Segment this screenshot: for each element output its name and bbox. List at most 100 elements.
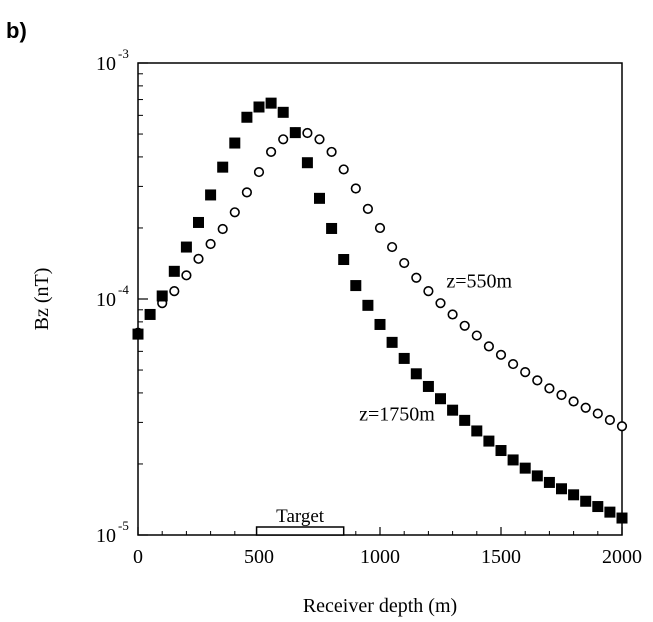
x-tick-label: 0 bbox=[133, 546, 143, 568]
x-tick-label: 1000 bbox=[360, 546, 400, 568]
data-point-square bbox=[556, 483, 567, 495]
data-point-square bbox=[592, 501, 604, 513]
data-point-circle bbox=[592, 408, 603, 419]
data-point-circle bbox=[314, 134, 325, 145]
data-point-circle bbox=[338, 164, 349, 175]
data-point-circle bbox=[483, 341, 495, 352]
x-tick-label: 500 bbox=[244, 546, 274, 568]
x-axis: 0 500 1000 1500 2000 bbox=[133, 527, 642, 568]
data-point-square bbox=[301, 157, 313, 169]
data-point-square bbox=[568, 489, 580, 501]
data-point-circle bbox=[471, 330, 482, 341]
data-point-circle bbox=[556, 389, 567, 401]
data-point-circle bbox=[544, 383, 555, 394]
data-point-square bbox=[447, 404, 459, 416]
y-axis: 10-510-410-3 bbox=[96, 46, 148, 547]
data-point-circle bbox=[532, 375, 543, 386]
data-point-square bbox=[531, 470, 543, 482]
data-point-square bbox=[580, 495, 592, 507]
panel-label: b) bbox=[6, 18, 27, 43]
series-label: z=1750m bbox=[359, 404, 435, 426]
data-point-square bbox=[193, 216, 204, 228]
data-point-circle bbox=[520, 367, 531, 378]
data-point-circle bbox=[604, 414, 616, 426]
data-point-square bbox=[241, 111, 253, 123]
series-label: z=550m bbox=[446, 270, 512, 292]
data-point-circle bbox=[278, 134, 289, 145]
data-point-square bbox=[338, 254, 350, 266]
data-point-square bbox=[386, 336, 398, 348]
data-point-circle bbox=[374, 222, 386, 234]
data-point-square bbox=[314, 192, 325, 204]
y-tick-base: 10 bbox=[96, 289, 116, 311]
data-point-circle bbox=[495, 349, 507, 360]
data-point-circle bbox=[181, 270, 192, 281]
data-point-square bbox=[362, 299, 374, 311]
data-point-circle bbox=[616, 421, 628, 432]
data-point-circle bbox=[350, 183, 361, 194]
target-box bbox=[255, 526, 345, 536]
y-tick-exponent: -4 bbox=[118, 282, 129, 297]
data-point-square bbox=[350, 280, 362, 292]
data-point-circle bbox=[423, 286, 434, 297]
data-point-square bbox=[156, 290, 168, 302]
data-point-circle bbox=[229, 207, 240, 218]
x-tick-label: 1500 bbox=[481, 546, 521, 568]
data-point-circle bbox=[435, 298, 446, 309]
data-point-circle bbox=[205, 238, 216, 250]
data-point-square bbox=[410, 368, 422, 380]
target-annotation: Target bbox=[255, 506, 345, 536]
data-point-square bbox=[180, 241, 192, 253]
data-point-circle bbox=[568, 396, 579, 407]
data-point-circle bbox=[447, 309, 458, 320]
data-point-square bbox=[435, 393, 446, 405]
y-tick-base: 10 bbox=[96, 53, 116, 75]
data-point-square bbox=[507, 454, 519, 466]
y-tick-exponent: -3 bbox=[118, 46, 129, 61]
data-point-square bbox=[398, 352, 410, 364]
x-axis-title: Receiver depth (m) bbox=[303, 595, 457, 617]
target-label: Target bbox=[276, 506, 325, 527]
data-point-square bbox=[616, 512, 628, 524]
data-point-circle bbox=[326, 146, 337, 158]
data-point-circle bbox=[507, 358, 519, 370]
series-1: z=1750m bbox=[132, 97, 628, 524]
data-point-circle bbox=[580, 402, 591, 413]
data-point-square bbox=[483, 435, 495, 447]
data-point-circle bbox=[241, 187, 252, 198]
data-point-circle bbox=[253, 166, 265, 178]
data-point-square bbox=[277, 106, 289, 118]
data-point-circle bbox=[411, 272, 422, 283]
data-point-circle bbox=[362, 203, 374, 214]
data-point-square bbox=[422, 380, 434, 392]
data-point-square bbox=[543, 476, 555, 488]
data-point-square bbox=[168, 265, 180, 277]
data-point-circle bbox=[399, 257, 410, 269]
data-point-square bbox=[132, 328, 144, 340]
data-point-circle bbox=[193, 253, 204, 264]
data-point-circle bbox=[387, 241, 398, 253]
data-point-square bbox=[217, 161, 229, 173]
series-0: z=550m bbox=[132, 127, 628, 432]
data-point-square bbox=[459, 414, 471, 426]
data-point-circle bbox=[169, 286, 180, 297]
data-point-square bbox=[144, 308, 156, 320]
x-tick-label: 2000 bbox=[602, 546, 642, 568]
y-tick-exponent: -5 bbox=[118, 518, 129, 533]
data-point-square bbox=[471, 425, 483, 437]
data-point-square bbox=[519, 462, 531, 474]
data-point-square bbox=[205, 189, 217, 201]
data-point-circle bbox=[217, 223, 228, 235]
data-point-square bbox=[604, 506, 616, 518]
plot-frame bbox=[137, 62, 623, 536]
data-point-square bbox=[326, 222, 338, 234]
data-point-square bbox=[495, 445, 507, 457]
y-tick-base: 10 bbox=[96, 525, 116, 547]
data-point-circle bbox=[459, 320, 470, 331]
data-point-square bbox=[374, 318, 386, 330]
data-point-circle bbox=[266, 146, 277, 158]
series-layer: z=550m z=1750m bbox=[132, 97, 628, 524]
data-point-square bbox=[265, 97, 277, 109]
data-point-circle bbox=[302, 127, 313, 139]
